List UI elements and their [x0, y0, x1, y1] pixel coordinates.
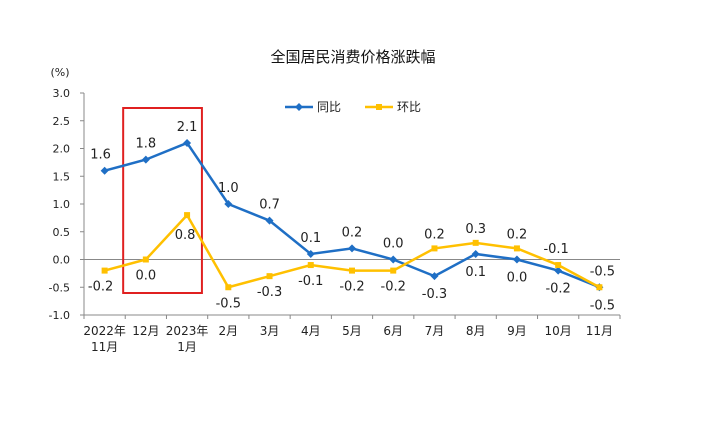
- data-label: 0.3: [465, 222, 486, 237]
- x-tick-label: 12月: [132, 324, 159, 338]
- x-tick-label: 11月: [586, 324, 613, 338]
- data-label: 0.2: [342, 225, 363, 240]
- data-label: 1.6: [90, 148, 111, 163]
- data-point: [183, 138, 192, 147]
- series-mom: -0.20.00.8-0.5-0.3-0.1 -0.2 -0.20.2 0.3 0.2-…: [88, 212, 615, 311]
- y-tick-label: -1.0: [49, 309, 70, 322]
- data-point: [555, 262, 562, 269]
- y-tick-label: 2.5: [53, 115, 71, 128]
- data-label: -0.2: [381, 280, 406, 295]
- data-label: 0.0: [507, 271, 528, 286]
- legend: 同比 环比: [285, 100, 421, 114]
- data-point: [472, 239, 479, 246]
- y-tick-label: 0.5: [53, 226, 71, 239]
- data-label: -0.3: [257, 285, 282, 300]
- data-label: 0.1: [465, 265, 486, 280]
- legend-marker: [376, 104, 382, 110]
- x-tick-label: 10月: [545, 324, 572, 338]
- x-tick-label: 2月: [218, 324, 238, 338]
- data-label: -0.5: [216, 296, 241, 311]
- data-label: 2.1: [177, 120, 198, 135]
- x-tick-label: 3月: [260, 324, 280, 338]
- data-label: 0.0: [136, 269, 157, 284]
- legend-marker: [295, 103, 303, 111]
- data-label: 0.1: [300, 231, 321, 246]
- y-tick-label: 0.0: [53, 254, 71, 267]
- x-tick-label: 7月: [425, 324, 445, 338]
- series-layer: 1.6 1.8 2.1 1.0 0.7 0.1 0.2 0.0 -0.3 0.1 0.0 -0.2 -0…: [88, 120, 615, 313]
- data-label: 0.7: [259, 198, 280, 213]
- data-point: [430, 272, 439, 281]
- data-point: [100, 166, 109, 175]
- x-tick-label: 2023年: [166, 324, 209, 338]
- data-label: 0.2: [507, 227, 528, 242]
- data-label: 0.8: [175, 228, 196, 243]
- data-point: [101, 267, 108, 274]
- data-point: [596, 284, 603, 291]
- y-tick-label: 3.0: [53, 87, 71, 100]
- data-point: [554, 266, 563, 275]
- y-tick-label: 1.5: [53, 170, 71, 183]
- data-point: [184, 212, 191, 219]
- legend-label: 环比: [397, 100, 421, 114]
- data-label: -0.5: [590, 264, 615, 279]
- highlight-box: [122, 107, 203, 294]
- x-tick-label: 9月: [507, 324, 527, 338]
- data-label: 0.0: [383, 237, 404, 252]
- series-line: [104, 141, 600, 289]
- data-label: 1.0: [218, 181, 239, 196]
- x-tick-label: 8月: [466, 324, 486, 338]
- data-point: [141, 155, 150, 164]
- y-tick-label: -0.5: [49, 281, 70, 294]
- data-label: -0.2: [88, 280, 113, 295]
- legend-label: 同比: [317, 100, 341, 114]
- data-label: -0.5: [590, 298, 615, 313]
- data-point: [265, 216, 274, 225]
- data-label: -0.2: [545, 282, 570, 297]
- data-point: [471, 249, 480, 258]
- y-unit-label: (%): [50, 66, 69, 79]
- highlight-layer: [122, 107, 203, 294]
- x-tick-label: 1月: [177, 340, 197, 354]
- x-tick-label: 6月: [383, 324, 403, 338]
- x-tick-label: 2022年: [83, 324, 126, 338]
- data-point: [389, 255, 398, 264]
- data-label: -0.3: [422, 287, 447, 302]
- x-tick-label: 4月: [301, 324, 321, 338]
- data-label: -0.1: [543, 242, 568, 257]
- data-point: [512, 255, 521, 264]
- data-point: [306, 249, 315, 258]
- axes: 3.0 2.5 2.0 1.5 1.0 0.5 0.0 -0.5 -1.0 2022年 11月 12月…: [49, 87, 621, 354]
- data-label: 1.8: [136, 137, 157, 152]
- data-point: [225, 284, 232, 291]
- x-tick-label: 5月: [342, 324, 362, 338]
- data-point: [307, 262, 314, 269]
- data-point: [349, 267, 355, 274]
- data-label: -0.1: [298, 274, 323, 289]
- data-point: [142, 256, 149, 263]
- y-tick-label: 1.0: [53, 198, 71, 211]
- data-point: [513, 245, 520, 252]
- series-yoy: 1.6 1.8 2.1 1.0 0.7 0.1 0.2 0.0 -0.3 0.1 0.0 -0.2 -0…: [90, 120, 615, 313]
- y-tick-label: 2.0: [53, 143, 71, 156]
- data-point: [431, 245, 438, 252]
- data-point: [266, 273, 273, 280]
- data-point: [348, 244, 356, 253]
- data-label: 0.2: [424, 227, 445, 242]
- data-point: [390, 267, 397, 274]
- chart-title: 全国居民消费价格涨跌幅: [270, 48, 435, 66]
- x-tick-label: 11月: [91, 340, 118, 354]
- data-label: -0.2: [339, 280, 364, 295]
- data-point: [224, 200, 233, 208]
